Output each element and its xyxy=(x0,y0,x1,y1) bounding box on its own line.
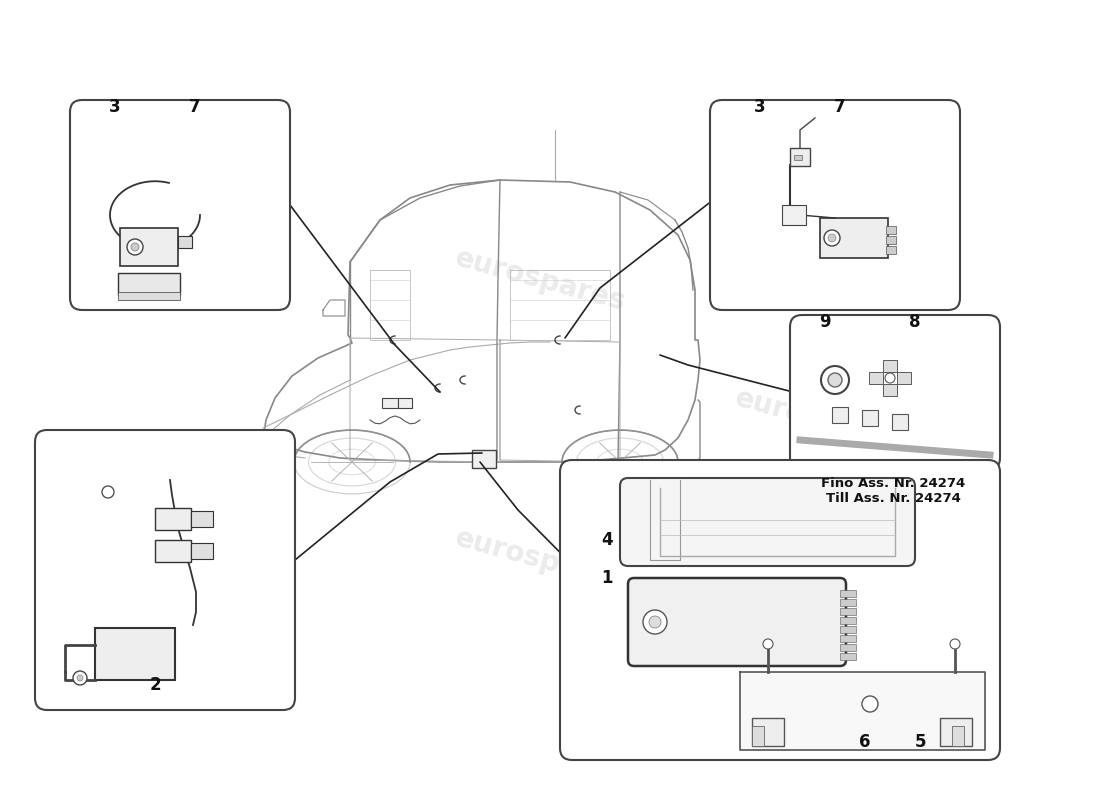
Circle shape xyxy=(649,616,661,628)
Text: 5: 5 xyxy=(914,733,926,751)
Circle shape xyxy=(77,675,82,681)
Circle shape xyxy=(862,696,878,712)
Circle shape xyxy=(126,239,143,255)
Bar xyxy=(752,726,764,746)
Bar xyxy=(840,635,856,642)
Text: eurospares: eurospares xyxy=(451,524,628,596)
FancyBboxPatch shape xyxy=(70,100,290,310)
Bar xyxy=(952,726,964,746)
Bar xyxy=(95,628,175,680)
Bar xyxy=(118,273,180,295)
Polygon shape xyxy=(740,672,984,750)
FancyBboxPatch shape xyxy=(790,315,1000,470)
Bar xyxy=(896,372,911,384)
Bar xyxy=(794,155,802,160)
Bar xyxy=(883,360,896,372)
Bar xyxy=(790,148,810,166)
Text: Fino Ass. Nr. 24274
Till Ass. Nr. 24274: Fino Ass. Nr. 24274 Till Ass. Nr. 24274 xyxy=(821,477,965,505)
Bar xyxy=(886,246,896,254)
Bar xyxy=(840,599,856,606)
Bar xyxy=(382,398,398,408)
Text: 3: 3 xyxy=(109,98,121,116)
Bar xyxy=(840,626,856,633)
Circle shape xyxy=(102,486,114,498)
Circle shape xyxy=(73,671,87,685)
Text: eurospares: eurospares xyxy=(732,384,909,456)
Bar xyxy=(191,543,213,559)
Bar xyxy=(840,608,856,615)
Circle shape xyxy=(763,639,773,649)
FancyBboxPatch shape xyxy=(35,430,295,710)
Bar xyxy=(862,410,878,426)
Circle shape xyxy=(950,639,960,649)
Text: eurospares: eurospares xyxy=(101,244,278,316)
Circle shape xyxy=(644,610,667,634)
Bar xyxy=(892,414,907,430)
Text: 4: 4 xyxy=(602,531,613,549)
Bar xyxy=(883,384,896,396)
Circle shape xyxy=(821,366,849,394)
Bar xyxy=(472,450,496,468)
FancyBboxPatch shape xyxy=(620,478,915,566)
Bar xyxy=(191,511,213,527)
Bar xyxy=(120,228,178,266)
Text: 8: 8 xyxy=(910,313,921,331)
FancyBboxPatch shape xyxy=(710,100,960,310)
Text: eurospares: eurospares xyxy=(732,544,909,616)
Bar xyxy=(886,226,896,234)
Bar xyxy=(782,205,806,225)
Bar xyxy=(940,718,972,746)
Text: eurospares: eurospares xyxy=(101,524,278,596)
Circle shape xyxy=(886,373,895,383)
Bar xyxy=(155,508,191,530)
Text: 6: 6 xyxy=(859,733,871,751)
Circle shape xyxy=(828,373,842,387)
Text: 7: 7 xyxy=(834,98,846,116)
Circle shape xyxy=(828,234,836,242)
Bar xyxy=(155,540,191,562)
Circle shape xyxy=(824,230,840,246)
Text: 1: 1 xyxy=(602,569,613,587)
FancyBboxPatch shape xyxy=(628,578,846,666)
Text: 3: 3 xyxy=(755,98,766,116)
Bar xyxy=(118,292,180,300)
Bar xyxy=(832,407,848,423)
Bar xyxy=(398,398,412,408)
Text: 7: 7 xyxy=(189,98,201,116)
Circle shape xyxy=(131,243,139,251)
Bar xyxy=(840,617,856,624)
Bar xyxy=(840,644,856,651)
Bar xyxy=(886,236,896,244)
Bar xyxy=(820,218,888,258)
Bar xyxy=(869,372,883,384)
Text: 9: 9 xyxy=(820,313,830,331)
Bar xyxy=(840,653,856,660)
Text: 2: 2 xyxy=(150,676,161,694)
Bar xyxy=(752,718,784,746)
Text: eurospares: eurospares xyxy=(451,244,628,316)
Bar xyxy=(840,590,856,597)
FancyBboxPatch shape xyxy=(560,460,1000,760)
Bar xyxy=(178,236,192,248)
